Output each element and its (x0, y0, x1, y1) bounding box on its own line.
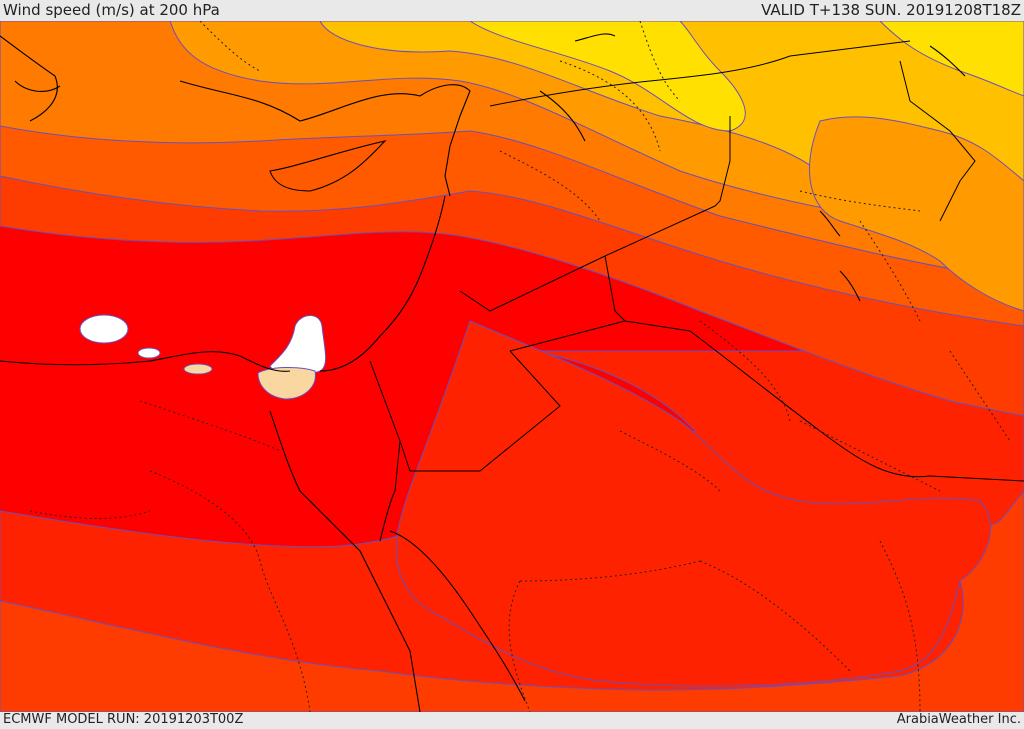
map-title: Wind speed (m/s) at 200 hPa (3, 1, 220, 19)
footer-bar: ECMWF MODEL RUN: 20191203T00Z ArabiaWeat… (0, 712, 1024, 729)
band-yellow-north (469, 21, 746, 132)
coastlines (0, 33, 966, 712)
header-bar: Wind speed (m/s) at 200 hPa VALID T+138 … (0, 0, 1024, 21)
white-patch-1 (79, 314, 129, 344)
band-orange-patch-east (809, 116, 1024, 312)
model-run: ECMWF MODEL RUN: 20191203T00Z (3, 712, 244, 727)
credit-label: ArabiaWeather Inc. (896, 712, 1021, 727)
wind-speed-map (0, 21, 1024, 712)
borders (369, 40, 1024, 492)
internal-boundaries (29, 21, 1011, 712)
map-canvas (0, 21, 1024, 712)
valid-time: VALID T+138 SUN. 20191208T18Z (761, 1, 1021, 19)
cream-patch-1 (183, 363, 213, 375)
cream-patch-2 (257, 367, 316, 400)
band-red-core-se (395, 320, 991, 687)
white-patch-2 (137, 347, 161, 359)
